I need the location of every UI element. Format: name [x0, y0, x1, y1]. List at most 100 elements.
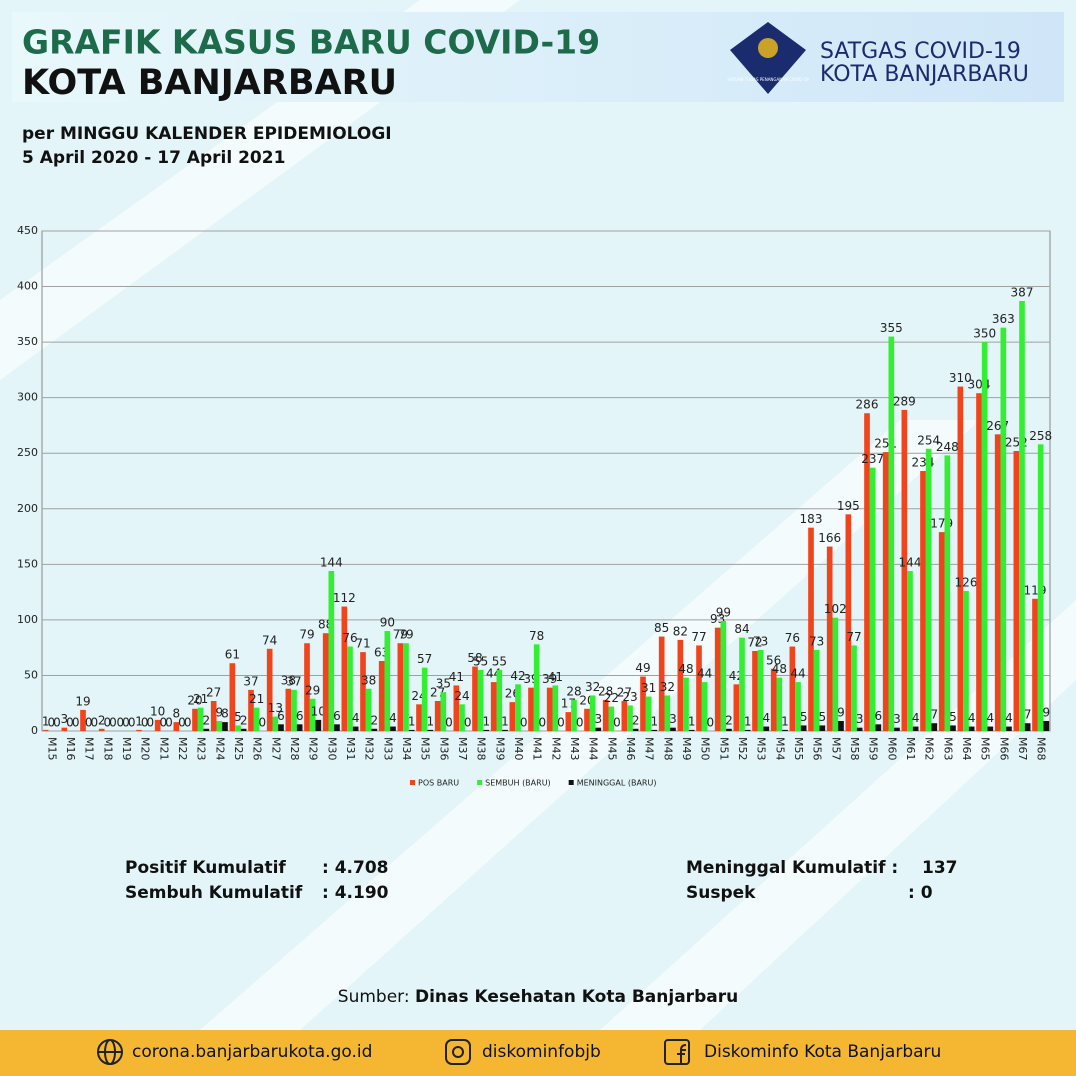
bar — [1019, 301, 1025, 731]
data-label: 28 — [566, 684, 581, 698]
x-tick-label: M29 — [307, 737, 320, 761]
data-label: 0 — [85, 716, 93, 730]
data-label: 363 — [992, 312, 1015, 326]
bar — [571, 699, 577, 731]
bar — [483, 729, 490, 731]
bar — [869, 467, 876, 731]
bar — [664, 695, 671, 731]
data-label: 76 — [342, 631, 357, 645]
y-tick-label: 150 — [17, 557, 38, 570]
bar — [987, 726, 994, 731]
data-label: 0 — [259, 716, 267, 730]
data-label: 112 — [333, 591, 356, 605]
bar — [621, 701, 628, 731]
data-label: 27 — [206, 686, 221, 700]
x-tick-label: M62 — [923, 737, 936, 761]
data-label: 0 — [122, 716, 130, 730]
data-label: 56 — [766, 653, 781, 667]
x-tick-label: M65 — [979, 737, 992, 761]
bar — [229, 663, 236, 731]
bar — [832, 617, 839, 731]
bar — [808, 527, 814, 731]
bar — [222, 722, 228, 731]
data-label: 44 — [790, 667, 805, 681]
x-tick-label: M48 — [661, 737, 674, 761]
bar — [1000, 327, 1007, 731]
bar — [397, 643, 404, 731]
data-label: 41 — [449, 670, 464, 684]
data-label: 1 — [408, 714, 416, 728]
bar — [701, 682, 708, 731]
data-label: 0 — [707, 716, 715, 730]
bar — [328, 571, 335, 731]
data-label: 3 — [856, 712, 864, 726]
data-label: 61 — [225, 648, 240, 662]
bar — [744, 729, 751, 731]
bar — [608, 706, 615, 731]
bar — [726, 728, 732, 731]
data-label: 4 — [968, 711, 976, 725]
data-label: 29 — [305, 683, 320, 697]
bar — [496, 669, 503, 731]
data-label: 4 — [389, 711, 397, 725]
bar — [813, 649, 820, 731]
stat-label: Sembuh Kumulatif — [125, 883, 303, 903]
bar — [173, 722, 180, 731]
data-label: 1 — [483, 714, 491, 728]
bar — [248, 689, 254, 731]
data-label: 24 — [454, 689, 469, 703]
data-label: 42 — [510, 669, 525, 683]
bar — [285, 688, 292, 731]
data-label: 286 — [856, 398, 879, 412]
bar — [490, 682, 497, 731]
bar — [378, 661, 385, 731]
data-label: 0 — [128, 716, 136, 730]
y-tick-label: 100 — [17, 613, 38, 626]
bar — [944, 455, 951, 731]
bar — [80, 709, 86, 731]
subtitle-line1: per MINGGU KALENDER EPIDEMIOLOGI — [22, 124, 392, 144]
data-label: 1 — [135, 714, 143, 728]
chart: 050100150200250300350400450M15100M16300M… — [17, 224, 1052, 788]
data-label: 6 — [277, 709, 285, 723]
bar — [968, 726, 975, 731]
x-tick-label: M66 — [997, 737, 1010, 760]
data-label: 28 — [598, 684, 613, 698]
data-label: 23 — [622, 690, 637, 704]
data-label: 19 — [75, 694, 90, 708]
data-label: 90 — [380, 616, 395, 630]
data-label: 0 — [613, 716, 621, 730]
data-label: 35 — [436, 677, 451, 691]
data-label: 9 — [1043, 706, 1051, 720]
x-tick-label: M16 — [64, 737, 77, 761]
bar — [963, 591, 969, 731]
data-label: 27 — [617, 686, 632, 700]
bar — [957, 386, 964, 731]
y-tick-label: 50 — [24, 668, 38, 681]
x-tick-label: M63 — [941, 737, 954, 761]
bar — [670, 727, 676, 731]
bar — [272, 716, 279, 731]
bar — [240, 728, 247, 731]
x-tick-label: M44 — [587, 737, 600, 761]
data-label: 237 — [861, 452, 884, 466]
data-label: 5 — [234, 710, 242, 724]
data-label: 355 — [880, 321, 903, 335]
bar — [882, 452, 889, 731]
bar — [421, 667, 428, 731]
bar — [595, 727, 602, 731]
bar — [528, 687, 534, 731]
data-label: 387 — [1011, 286, 1034, 300]
bar — [197, 707, 204, 731]
bar — [235, 725, 241, 731]
bar — [901, 409, 908, 731]
data-label: 0 — [576, 716, 584, 730]
bar — [752, 651, 758, 731]
x-tick-label: M21 — [157, 737, 170, 761]
bar — [533, 644, 540, 731]
data-label: 4 — [912, 711, 920, 725]
data-label: 0 — [72, 716, 80, 730]
x-tick-label: M45 — [605, 737, 618, 761]
y-tick-label: 250 — [17, 446, 38, 459]
bar — [851, 645, 857, 731]
